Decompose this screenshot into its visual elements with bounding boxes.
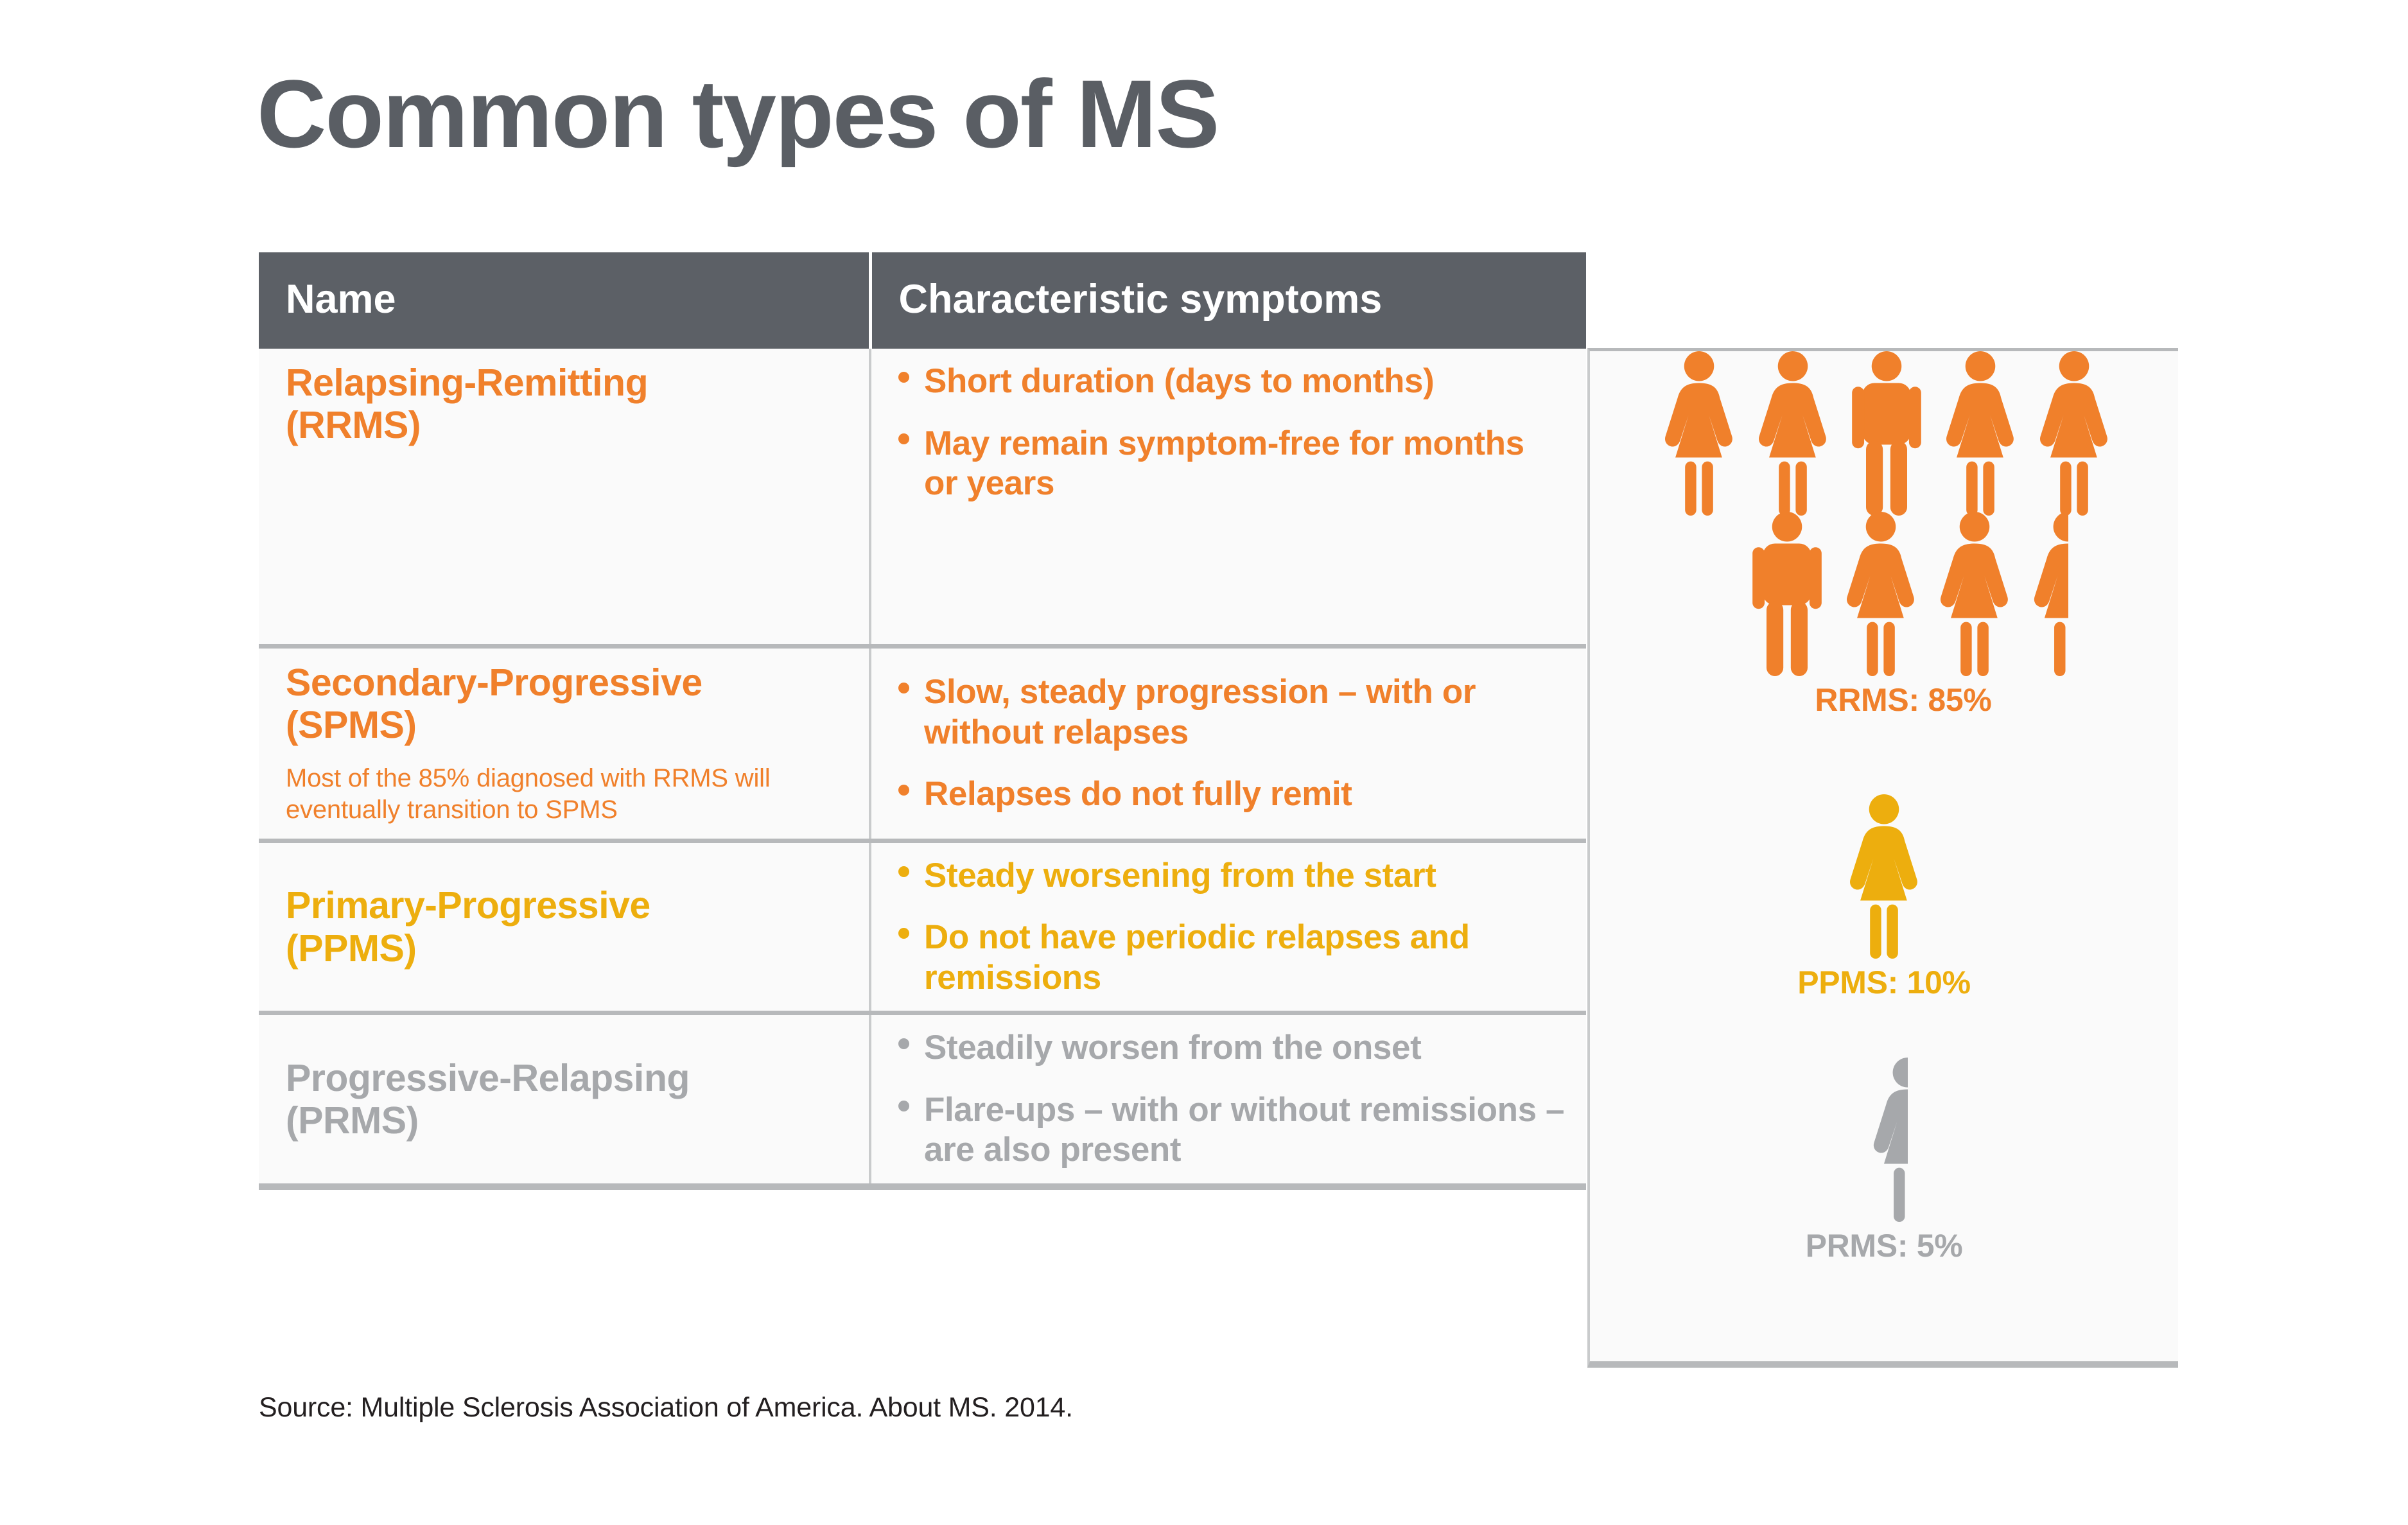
symptom-item: Relapses do not fully remit: [897, 774, 1567, 815]
person-female-half-icon: [2021, 512, 2068, 676]
symptom-text: Short duration (days to months): [924, 362, 1435, 400]
cell-symptoms: Short duration (days to months) May rema…: [870, 349, 1586, 649]
page-title: Common types of MS: [257, 60, 1219, 168]
type-name-prms: Progressive-Relapsing (PRMS): [286, 1057, 847, 1142]
person-female-icon: [1652, 351, 1746, 516]
cell-type-name: Primary-Progressive (PPMS): [259, 841, 871, 1016]
table-row: Secondary-Progressive (SPMS) Most of the…: [259, 646, 1586, 843]
symptom-list-rrms: Short duration (days to months) May rema…: [897, 362, 1567, 504]
type-name-line1: Progressive-Relapsing: [286, 1057, 690, 1100]
symptom-text: May remain symptom-free for months or ye…: [924, 424, 1524, 503]
bullet-icon: [898, 1100, 909, 1111]
cell-type-name: Relapsing-Remitting (RRMS): [259, 349, 871, 649]
bullet-icon: [898, 371, 909, 383]
ms-types-table: Name Characteristic symptoms Relapsing-R…: [259, 252, 1586, 1190]
type-name-line2: (PPMS): [286, 927, 417, 970]
pictogram-label-prms: PRMS: 5%: [1805, 1228, 1963, 1264]
type-name-line2: (PRMS): [286, 1099, 419, 1142]
symptom-item: Do not have periodic relapses and remiss…: [897, 918, 1567, 998]
symptom-item: Short duration (days to months): [897, 362, 1567, 402]
type-name-line1: Relapsing-Remitting: [286, 362, 649, 404]
source-citation: Source: Multiple Sclerosis Association o…: [259, 1392, 1073, 1423]
person-female-icon: [1928, 512, 2021, 676]
symptom-item: Steady worsening from the start: [897, 856, 1567, 896]
symptom-text: Flare-ups – with or without remissions –…: [924, 1090, 1565, 1169]
bullet-icon: [898, 682, 909, 693]
cell-symptoms: Steady worsening from the start Do not h…: [870, 841, 1586, 1016]
pictogram-label-rrms: RRMS: 85%: [1815, 682, 1992, 718]
table-header-row: Name Characteristic symptoms: [259, 252, 1586, 349]
bullet-icon: [898, 433, 909, 445]
symptom-list-ppms: Steady worsening from the start Do not h…: [897, 856, 1567, 998]
symptom-item: Slow, steady progression – with or witho…: [897, 672, 1567, 753]
bullet-icon: [898, 928, 909, 939]
person-female-icon: [1746, 351, 1840, 516]
table-row: Relapsing-Remitting (RRMS) Short duratio…: [259, 349, 1586, 649]
pictogram-row: [1590, 351, 2178, 516]
person-female-half-icon: [1861, 1058, 1908, 1222]
pictogram-label-ppms: PPMS: 10%: [1797, 964, 1971, 1000]
person-female-icon: [1837, 794, 1931, 959]
type-name-line2: (SPMS): [286, 704, 417, 747]
table-row: Progressive-Relapsing (PRMS) Steadily wo…: [259, 1013, 1586, 1190]
symptom-text: Slow, steady progression – with or witho…: [924, 673, 1476, 751]
person-female-icon: [1834, 512, 1928, 676]
bullet-icon: [898, 866, 909, 877]
pictogram-panel: RRMS: 85% PPMS: 10%: [1587, 348, 2178, 1368]
type-note-spms: Most of the 85% diagnosed with RRMS will…: [286, 764, 771, 824]
type-name-line2: (RRMS): [286, 404, 421, 447]
column-header-symptoms: Characteristic symptoms: [870, 252, 1586, 349]
pictogram-row: [1590, 1058, 2178, 1222]
column-header-name: Name: [259, 252, 872, 349]
cell-type-name: Secondary-Progressive (SPMS) Most of the…: [259, 646, 871, 843]
symptom-text: Do not have periodic relapses and remiss…: [924, 918, 1470, 997]
symptom-text: Steady worsening from the start: [924, 856, 1436, 894]
symptom-list-prms: Steadily worsen from the onset Flare-ups…: [897, 1028, 1567, 1171]
person-male-icon: [1840, 351, 1933, 516]
type-name-rrms: Relapsing-Remitting (RRMS): [286, 362, 847, 446]
cell-symptoms: Slow, steady progression – with or witho…: [870, 646, 1586, 843]
person-female-icon: [2027, 351, 2121, 516]
cell-type-name: Progressive-Relapsing (PRMS): [259, 1013, 871, 1190]
table-body: Relapsing-Remitting (RRMS) Short duratio…: [259, 349, 1586, 1190]
person-female-icon: [1933, 351, 2027, 516]
cell-symptoms: Steadily worsen from the onset Flare-ups…: [870, 1013, 1586, 1190]
person-male-icon: [1740, 512, 1834, 676]
table-row: Primary-Progressive (PPMS) Steady worsen…: [259, 841, 1586, 1016]
type-name-spms: Secondary-Progressive (SPMS): [286, 661, 847, 746]
type-name-line1: Primary-Progressive: [286, 884, 650, 927]
bullet-icon: [898, 785, 909, 796]
pictogram-row: [1590, 512, 2178, 676]
table-header: Name Characteristic symptoms: [259, 252, 1586, 349]
type-name-line1: Secondary-Progressive: [286, 661, 702, 704]
symptom-item: May remain symptom-free for months or ye…: [897, 424, 1567, 504]
symptom-text: Steadily worsen from the onset: [924, 1029, 1422, 1067]
symptom-item: Flare-ups – with or without remissions –…: [897, 1090, 1567, 1171]
symptom-text: Relapses do not fully remit: [924, 775, 1352, 814]
bullet-icon: [898, 1038, 909, 1050]
pictogram-group-ppms: PPMS: 10%: [1590, 794, 2178, 1001]
symptom-item: Steadily worsen from the onset: [897, 1028, 1567, 1068]
pictogram-group-rrms: RRMS: 85%: [1590, 351, 2178, 719]
pictogram-group-prms: PRMS: 5%: [1590, 1058, 2178, 1264]
pictogram-row: [1590, 794, 2178, 959]
type-name-ppms: Primary-Progressive (PPMS): [286, 884, 847, 969]
symptom-list-spms: Slow, steady progression – with or witho…: [897, 672, 1567, 815]
